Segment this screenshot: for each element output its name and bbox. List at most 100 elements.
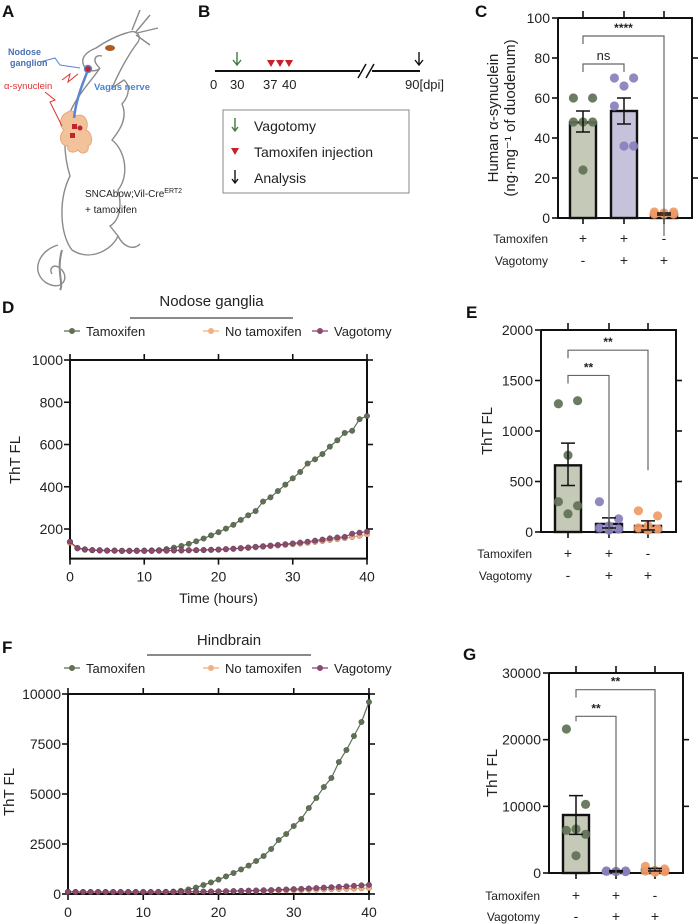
data-point (260, 498, 267, 505)
panel-e: E 0 500 1000 1500 2000 ThT FL Tamoxifen Vagotomy… (466, 303, 682, 583)
data-point (289, 475, 296, 482)
panel-label: E (466, 303, 477, 322)
significance-bracket (567, 349, 649, 471)
x-tick-label: 10 (135, 904, 151, 920)
x-axis-label: Time (hours) (179, 590, 258, 606)
data-point (328, 884, 335, 891)
data-point (614, 514, 624, 524)
data-point (230, 521, 237, 528)
y-tick-label: 2000 (502, 322, 533, 338)
data-point (245, 512, 252, 519)
data-point (633, 506, 644, 516)
error-bar (569, 794, 583, 836)
data-point (118, 547, 126, 554)
data-point (253, 857, 260, 865)
data-point (132, 888, 139, 896)
row-label-vagotomy: Vagotomy (487, 910, 540, 924)
data-point (298, 885, 305, 892)
data-point (111, 547, 118, 554)
panel-a: A Nodose ganglion α-synuclein Vagus nerv… (2, 2, 182, 291)
data-point (163, 547, 170, 554)
data-point (328, 774, 335, 782)
data-point (74, 544, 81, 552)
intestine-illustration (60, 110, 93, 154)
series-vagotomy (66, 528, 371, 554)
y-tick-label: 0 (53, 886, 61, 902)
y-tick-label: 1500 (502, 373, 533, 389)
data-point (185, 888, 192, 895)
data-point (208, 532, 215, 539)
tamoxifen-sign: - (653, 887, 658, 903)
data-point (553, 399, 564, 409)
y-tick-label: 800 (40, 394, 64, 410)
data-point (573, 396, 583, 406)
data-point (282, 481, 289, 488)
panel-label: C (475, 2, 487, 21)
synuclein-arrow-icon (44, 91, 63, 127)
panel-c: C 0 20 40 60 80 100 Human α-synuclein (ng·mg⁻¹ o… (475, 2, 698, 268)
data-point (660, 867, 670, 877)
legend-analysis-arrow-icon (231, 170, 239, 185)
panel-label: F (2, 638, 12, 657)
row-label-tamoxifen: Tamoxifen (493, 232, 548, 246)
analysis-arrow-icon (414, 52, 424, 67)
data-point (304, 538, 311, 545)
panel-f: F Hindbrain Tamoxifen No tamoxifen Vagotomy 0… (1, 632, 392, 920)
data-point (304, 460, 311, 467)
data-point (320, 884, 327, 891)
data-point (319, 450, 326, 458)
panel-label: D (2, 298, 14, 317)
data-point (640, 866, 651, 876)
series-tamoxifen (66, 412, 371, 554)
legend-label-vagotomy: Vagotomy (254, 118, 316, 134)
data-point (653, 524, 663, 534)
data-point (207, 888, 215, 895)
data-point (200, 535, 207, 542)
data-point (200, 546, 207, 553)
axis-frame (69, 359, 368, 560)
data-point (341, 533, 348, 540)
data-point (222, 888, 230, 895)
treatment-label: + tamoxifen (85, 205, 137, 216)
tamoxifen-sign: + (579, 230, 587, 246)
vagotomy-sign: + (612, 908, 620, 924)
data-point (553, 497, 564, 507)
error-bar (641, 520, 655, 531)
data-point (349, 427, 356, 434)
data-point (230, 887, 237, 895)
data-point (629, 73, 639, 83)
row-label-vagotomy: Vagotomy (479, 569, 532, 583)
y-axis-label: ThT FL (7, 436, 24, 484)
error-bar (576, 110, 590, 133)
y-tick-label: 2500 (30, 836, 61, 852)
data-point (238, 866, 245, 873)
y-tick-label: 20 (534, 170, 550, 186)
vagotomy-sign: + (605, 567, 613, 583)
data-point (633, 523, 644, 533)
data-point (335, 758, 342, 766)
data-point (275, 886, 282, 893)
timeline-tick: 40 (282, 77, 296, 92)
axis-frame (67, 693, 370, 895)
y-tick-label: 1000 (32, 352, 63, 368)
data-point (601, 866, 612, 876)
legend-label-tamoxifen-injection: Tamoxifen injection (254, 144, 373, 160)
data-point (334, 437, 341, 444)
data-point (245, 862, 252, 869)
significance-label: **** (614, 21, 633, 35)
data-point (283, 830, 290, 838)
data-point (215, 888, 222, 895)
timeline-tick: 30 (230, 77, 244, 92)
y-axis-label: ThT FL (484, 749, 501, 797)
nodose-pointer (39, 57, 81, 69)
legend-tamoxifen-triangle-icon (231, 148, 239, 155)
vagotomy-sign: + (651, 908, 659, 924)
panel-d: D Nodose ganglia Tamoxifen No tamoxifen Vago… (2, 293, 392, 606)
data-point (185, 540, 192, 547)
y-tick-label: 20000 (502, 732, 541, 748)
tamoxifen-sign: + (612, 887, 620, 903)
data-point (334, 534, 341, 541)
data-point (568, 93, 579, 103)
